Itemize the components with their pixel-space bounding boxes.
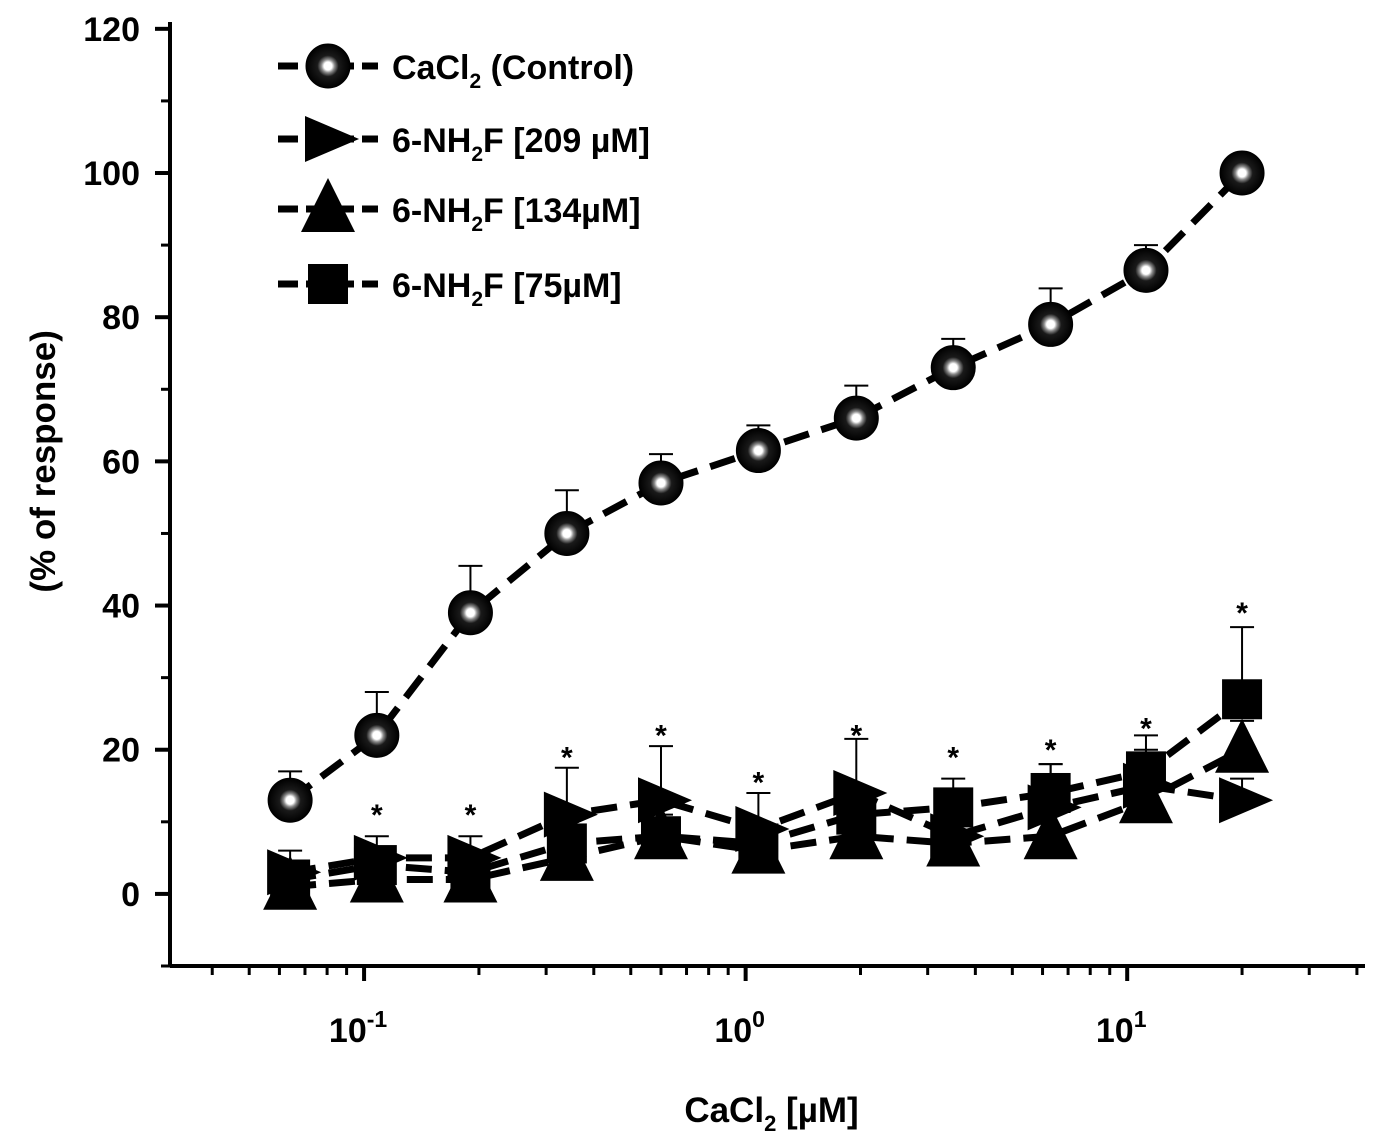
significance-markers: * * * * * * * * * *: [371, 597, 1248, 832]
marker-209-1: [353, 834, 408, 881]
legend-label-75: 6-NH2F [75µM]: [392, 267, 622, 311]
y-tick-label: 100: [83, 155, 140, 193]
y-tick-label: 40: [102, 588, 140, 626]
marker-75-10: [1222, 679, 1263, 720]
y-tick-label: 20: [102, 732, 140, 770]
legend-label-134: 6-NH2F [134µM]: [392, 192, 641, 236]
marker-134-4: [633, 805, 688, 860]
marker-control-0: [267, 777, 313, 823]
data-markers: [263, 150, 1274, 910]
significance-star-1: *: [465, 799, 477, 832]
significance-star-8: *: [1140, 713, 1152, 746]
marker-209-6: [833, 769, 888, 816]
marker-control-9: [1123, 247, 1169, 293]
legend-marker-209: [305, 116, 360, 162]
y-tick-label: 60: [102, 443, 140, 481]
marker-control-1: [354, 712, 400, 758]
marker-control-8: [1028, 301, 1074, 347]
marker-control-6: [833, 395, 879, 441]
significance-star-3: *: [655, 720, 667, 753]
marker-control-3: [544, 510, 590, 556]
marker-209-3: [543, 791, 598, 838]
marker-209-0: [267, 849, 322, 896]
marker-134-5: [731, 819, 786, 874]
legend-item-control: CaCl2 (Control): [278, 43, 634, 93]
y-axis-label: (% of response): [24, 330, 63, 593]
legend-label-209: 6-NH2F [209 µM]: [392, 122, 650, 166]
legend: CaCl2 (Control) 6-NH2F [209 µM] 6-NH2F [1…: [278, 43, 650, 311]
marker-134-2: [443, 848, 498, 903]
significance-star-7: *: [1045, 734, 1057, 767]
significance-star-4: *: [753, 767, 765, 800]
marker-control-10: [1219, 150, 1265, 196]
significance-star-2: *: [561, 741, 573, 774]
marker-209-7: [930, 813, 985, 860]
marker-209-2: [447, 834, 502, 881]
legend-item-134: 6-NH2F [134µM]: [278, 177, 641, 236]
marker-134-8: [1023, 805, 1078, 860]
marker-control-5: [735, 428, 781, 474]
y-tick-label: 80: [102, 299, 140, 337]
marker-control-7: [930, 345, 976, 391]
significance-star-9: *: [1236, 597, 1248, 630]
marker-209-4: [637, 777, 693, 824]
marker-209-9: [1122, 762, 1178, 809]
error-bars: [278, 244, 1255, 887]
legend-item-209: 6-NH2F [209 µM]: [278, 116, 650, 166]
marker-209-5: [735, 806, 790, 853]
marker-134-1: [349, 848, 404, 903]
marker-209-10: [1219, 777, 1274, 824]
significance-star-5: *: [850, 720, 862, 753]
marker-209-8: [1027, 784, 1082, 831]
x-axis-label: CaCl2 [µM]: [684, 1091, 858, 1136]
marker-control-4: [638, 460, 684, 506]
marker-134-3: [539, 826, 594, 881]
legend-label-control: CaCl2 (Control): [392, 49, 634, 93]
y-tick-label: 120: [83, 11, 140, 49]
x-tick-label: 100: [714, 1006, 765, 1050]
legend-marker-control: [305, 43, 351, 89]
axes: 0 20 40 60 80 100 120 10-1 100 101: [83, 11, 1365, 1050]
x-tick-label: 101: [1096, 1006, 1147, 1050]
significance-star-0: *: [371, 799, 383, 832]
y-tick-label: 0: [121, 876, 140, 914]
legend-item-75: 6-NH2F [75µM]: [278, 264, 622, 311]
legend-marker-134: [301, 177, 355, 232]
significance-star-6: *: [947, 741, 959, 774]
legend-marker-75: [308, 264, 348, 304]
marker-control-2: [447, 590, 493, 636]
x-tick-label: 10-1: [329, 1006, 387, 1050]
marker-134-6: [829, 805, 884, 860]
marker-134-10: [1215, 718, 1270, 773]
